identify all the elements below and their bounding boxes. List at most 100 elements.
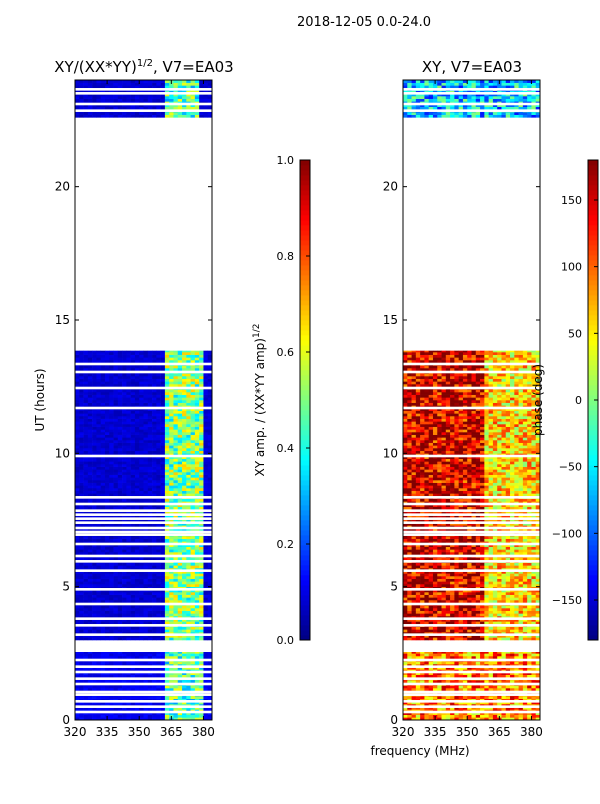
heatmap-cell xyxy=(109,368,114,371)
heatmap-cell xyxy=(79,611,84,614)
heatmap-cell xyxy=(186,627,191,630)
heatmap-cell xyxy=(122,357,127,360)
flagged-row xyxy=(75,624,212,627)
heatmap-cell xyxy=(152,652,157,654)
heatmap-cell xyxy=(75,352,80,355)
heatmap-cell xyxy=(152,373,157,376)
heatmap-cell xyxy=(131,536,136,539)
heatmap-cell xyxy=(156,576,161,579)
heatmap-cell xyxy=(105,696,110,699)
flagged-row xyxy=(75,496,212,499)
heatmap-cell xyxy=(173,605,178,608)
heatmap-cell xyxy=(165,467,170,470)
colorbar-step xyxy=(300,510,310,515)
heatmap-cell xyxy=(203,563,208,566)
heatmap-cell xyxy=(156,355,161,358)
heatmap-cell xyxy=(161,416,166,419)
left-panel-title: XY/(XX*YY)1/2, V7=EA03 xyxy=(54,58,233,76)
heatmap-cell xyxy=(114,613,119,616)
heatmap-cell xyxy=(131,352,136,355)
heatmap-cell xyxy=(84,483,89,486)
heatmap-cell xyxy=(101,600,106,603)
heatmap-cell xyxy=(135,584,140,587)
heatmap-cell xyxy=(75,467,80,470)
heatmap-cell xyxy=(75,483,80,486)
colorbar-step xyxy=(300,350,310,355)
heatmap-cell xyxy=(126,400,131,403)
heatmap-cell xyxy=(199,688,204,691)
heatmap-cell xyxy=(165,637,170,640)
heatmap-cell xyxy=(126,477,131,480)
heatmap-cell xyxy=(178,351,183,353)
heatmap-cell xyxy=(84,675,89,678)
colorbar-step xyxy=(300,215,310,220)
heatmap-cell xyxy=(144,448,149,451)
heatmap-cell xyxy=(169,483,174,486)
heatmap-cell xyxy=(152,608,157,611)
heatmap-cell xyxy=(126,96,131,99)
heatmap-cell xyxy=(79,595,84,598)
heatmap-cell xyxy=(101,352,106,355)
heatmap-cell xyxy=(199,440,204,443)
heatmap-cell xyxy=(101,99,106,102)
heatmap-cell xyxy=(126,656,131,659)
heatmap-cell xyxy=(156,597,161,600)
heatmap-cell xyxy=(135,563,140,566)
heatmap-cell xyxy=(152,563,157,566)
heatmap-cell xyxy=(114,107,119,110)
heatmap-cell xyxy=(178,547,183,550)
heatmap-cell xyxy=(173,477,178,480)
heatmap-cell xyxy=(186,432,191,435)
heatmap-cell xyxy=(186,112,191,115)
heatmap-cell xyxy=(144,608,149,611)
x-tick-label: 335 xyxy=(96,725,119,739)
heatmap-cell xyxy=(114,472,119,475)
heatmap-cell xyxy=(84,488,89,491)
heatmap-cell xyxy=(165,600,170,603)
heatmap-cell xyxy=(195,459,200,462)
heatmap-cell xyxy=(88,491,93,494)
heatmap-cell xyxy=(105,581,110,584)
heatmap-cell xyxy=(105,652,110,654)
heatmap-cell xyxy=(161,365,166,368)
heatmap-cell xyxy=(131,392,136,395)
heatmap-cell xyxy=(92,432,97,435)
heatmap-cell xyxy=(148,688,153,691)
heatmap-cell xyxy=(126,381,131,384)
heatmap-cell xyxy=(126,488,131,491)
heatmap-cell xyxy=(96,432,101,435)
heatmap-cell xyxy=(156,421,161,424)
heatmap-cell xyxy=(203,493,208,496)
heatmap-cell xyxy=(195,357,200,360)
heatmap-cell xyxy=(178,552,183,555)
heatmap-cell xyxy=(195,485,200,488)
heatmap-cell xyxy=(75,351,80,353)
heatmap-cell xyxy=(118,351,123,353)
heatmap-cell xyxy=(135,552,140,555)
heatmap-cell xyxy=(169,688,174,691)
heatmap-cell xyxy=(75,373,80,376)
heatmap-cell xyxy=(114,557,119,560)
heatmap-cell xyxy=(203,379,208,382)
heatmap-cell xyxy=(92,424,97,427)
heatmap-cell xyxy=(135,379,140,382)
heatmap-cell xyxy=(84,653,89,656)
heatmap-cell xyxy=(186,384,191,387)
heatmap-cell xyxy=(182,352,187,355)
heatmap-cell xyxy=(152,581,157,584)
heatmap-cell xyxy=(75,443,80,446)
heatmap-cell xyxy=(178,397,183,400)
heatmap-cell xyxy=(203,461,208,464)
flagged-row xyxy=(75,671,212,674)
heatmap-cell xyxy=(101,579,106,582)
heatmap-cell xyxy=(96,611,101,614)
heatmap-cell xyxy=(139,464,144,467)
colorbar-step xyxy=(300,330,310,335)
heatmap-cell xyxy=(88,613,93,616)
colorbar-step xyxy=(300,265,310,270)
heatmap-cell xyxy=(186,565,191,568)
heatmap-cell xyxy=(186,96,191,99)
heatmap-cell xyxy=(173,373,178,376)
heatmap-cell xyxy=(156,696,161,699)
heatmap-cell xyxy=(135,469,140,472)
